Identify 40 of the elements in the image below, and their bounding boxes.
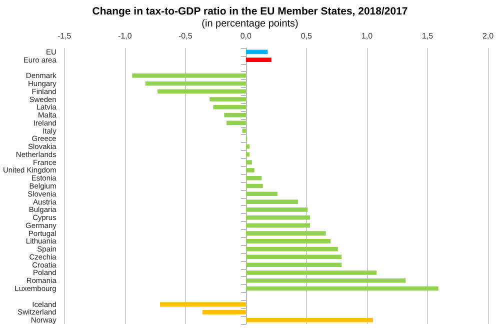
bar xyxy=(145,81,246,86)
bar xyxy=(246,254,342,260)
bar xyxy=(246,58,272,62)
bar xyxy=(158,89,246,94)
bar xyxy=(246,200,298,204)
chart-subtitle: (in percentage points) xyxy=(202,18,298,30)
x-tick-label: 2,0 xyxy=(482,32,494,40)
bar xyxy=(246,168,254,172)
x-tick-label: -0,5 xyxy=(178,32,193,40)
bar xyxy=(213,104,246,110)
x-tick-label: 1,0 xyxy=(361,32,374,40)
bar xyxy=(246,207,308,212)
chart-title: Change in tax-to-GDP ratio in the EU Member States, 2018/2017 xyxy=(92,6,408,18)
bar xyxy=(246,215,310,220)
bar xyxy=(246,262,342,268)
bar xyxy=(132,73,246,78)
bar xyxy=(246,246,338,252)
bar xyxy=(246,176,262,180)
bar xyxy=(246,278,406,283)
x-tick-label: 1,5 xyxy=(422,32,434,40)
bar xyxy=(246,192,278,196)
bar xyxy=(246,286,438,291)
x-tick-label: -1,0 xyxy=(118,32,132,40)
bar xyxy=(202,310,246,314)
bar xyxy=(226,120,246,126)
bar xyxy=(246,318,374,322)
bar xyxy=(224,112,246,118)
bar xyxy=(160,302,246,306)
bar xyxy=(246,231,326,236)
x-tick-label: -1,5 xyxy=(57,32,72,40)
bar xyxy=(246,239,331,244)
bar xyxy=(246,223,310,228)
bar xyxy=(246,160,252,165)
x-tick-label: 0,0 xyxy=(240,32,252,40)
bar xyxy=(246,270,377,275)
bar xyxy=(210,97,246,102)
x-tick-label: 0,5 xyxy=(300,32,313,40)
bar xyxy=(242,128,246,133)
bar xyxy=(246,50,268,54)
bar xyxy=(246,184,263,188)
